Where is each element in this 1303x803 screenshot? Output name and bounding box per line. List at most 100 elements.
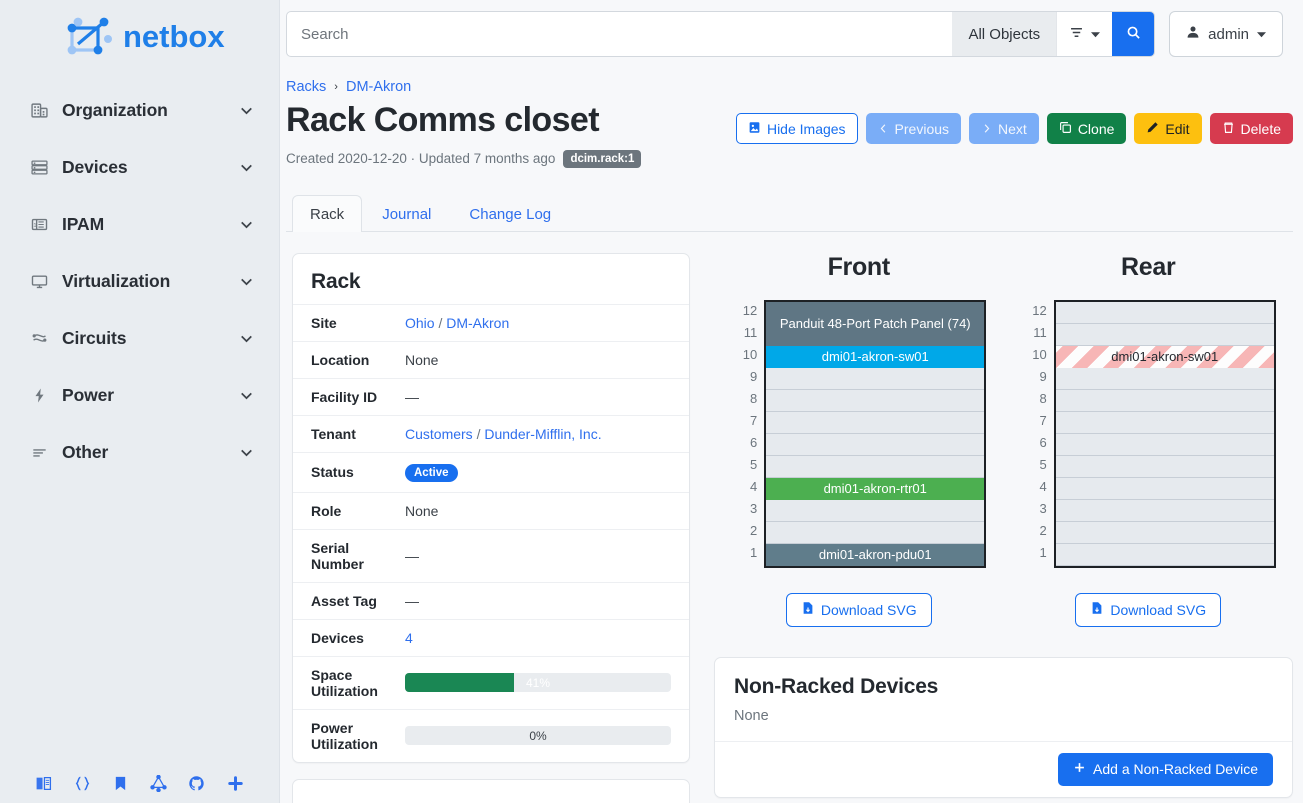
page-header: Rack Comms closet Created 2020-12-20 · U…	[286, 99, 1293, 168]
rack-device[interactable]: dmi01-akron-rtr01	[766, 477, 985, 500]
site-link[interactable]: DM-Akron	[446, 314, 510, 331]
rack-unit-slot[interactable]	[1055, 367, 1274, 390]
rack-unit-slot[interactable]	[766, 411, 985, 434]
tenant-group-link[interactable]: Customers	[405, 425, 473, 442]
rack-unit-slot[interactable]	[1055, 543, 1274, 566]
page-content: Racks › DM-Akron Rack Comms closet Creat…	[280, 79, 1303, 803]
virtualization-icon	[28, 272, 50, 292]
rear-elevation: Rear 12 11 10 9 8 7 6 5 4 3 2 1 dmi01-akron-sw01	[1004, 253, 1294, 627]
tab-bar: Rack Journal Change Log	[286, 194, 1293, 232]
rack-unit-slot[interactable]	[766, 521, 985, 544]
slack-icon[interactable]	[227, 775, 244, 792]
next-button[interactable]: Next	[969, 113, 1039, 144]
sidebar-item-devices[interactable]: Devices	[0, 139, 279, 196]
rack-unit-number: 2	[750, 523, 758, 538]
breadcrumb-item-dm-akron[interactable]: DM-Akron	[345, 79, 412, 95]
row-label: Asset Tag	[311, 592, 377, 609]
site-region-link[interactable]: Ohio	[405, 314, 435, 331]
user-menu-button[interactable]: admin	[1169, 11, 1283, 57]
user-name-label: admin	[1208, 25, 1249, 43]
chevron-down-icon[interactable]	[238, 444, 255, 461]
rack-unit-slot[interactable]	[1055, 477, 1274, 500]
chevron-down-icon[interactable]	[238, 102, 255, 119]
rack-unit-slot[interactable]	[1055, 411, 1274, 434]
front-elevation: Front 12 11 10 9 8 7 6 5 4 3 2 1 Panduit 48-Port Pa…	[714, 253, 1004, 627]
rack-unit-number: 5	[1039, 457, 1047, 472]
sidebar-item-other[interactable]: Other	[0, 424, 279, 481]
rack-unit-number: 1	[1039, 545, 1047, 560]
brand-logo[interactable]: netbox	[0, 0, 279, 76]
chevron-down-icon[interactable]	[238, 387, 255, 404]
device-count-link[interactable]: 4	[405, 629, 413, 646]
rack-device[interactable]: dmi01-akron-sw01	[766, 345, 985, 368]
rack-device[interactable]: Panduit 48-Port Patch Panel (74)	[766, 301, 985, 346]
rack-unit-number: 12	[1032, 303, 1047, 318]
chevron-down-icon[interactable]	[238, 216, 255, 233]
sidebar-item-power[interactable]: Power	[0, 367, 279, 424]
front-download-svg-button[interactable]: Download SVG	[785, 592, 932, 627]
rack-unit-slot[interactable]	[766, 499, 985, 522]
rack-unit-slot[interactable]	[766, 455, 985, 478]
row-value: 4	[405, 619, 689, 656]
search-submit-button[interactable]	[1112, 12, 1155, 56]
page-actions: Hide Images Previous Next	[735, 99, 1293, 144]
chevron-down-icon[interactable]	[238, 330, 255, 347]
previous-button[interactable]: Previous	[865, 113, 962, 144]
sidebar-item-label: IPAM	[62, 214, 105, 234]
row-label: Location	[311, 351, 370, 368]
tenant-link[interactable]: Dunder-Mifflin, Inc.	[484, 425, 602, 442]
sidebar-item-organization[interactable]: Organization	[0, 82, 279, 139]
rack-unit-slot[interactable]	[1055, 433, 1274, 456]
rack-unit-slot[interactable]	[1055, 521, 1274, 544]
rack-unit-slot[interactable]	[1055, 499, 1274, 522]
search-filter-button[interactable]	[1056, 12, 1113, 56]
edit-button[interactable]: Edit	[1134, 113, 1202, 144]
docs-book-icon[interactable]	[35, 775, 52, 792]
graphql-icon[interactable]	[150, 774, 167, 792]
front-elevation-title: Front	[827, 252, 891, 281]
row-label: Status	[311, 464, 354, 480]
rack-unit-slot[interactable]	[766, 367, 985, 390]
bookmark-icon[interactable]	[112, 775, 129, 792]
right-column: Front 12 11 10 9 8 7 6 5 4 3 2 1 Panduit 48-Port Pa…	[714, 253, 1293, 803]
rack-device[interactable]: dmi01-akron-pdu01	[766, 543, 985, 566]
tab-change-log[interactable]: Change Log	[469, 205, 552, 223]
rack-unit-slot[interactable]	[766, 389, 985, 412]
chevron-down-icon[interactable]	[238, 273, 255, 290]
sidebar-item-circuits[interactable]: Circuits	[0, 310, 279, 367]
search-input[interactable]	[287, 12, 953, 56]
row-label: Tenant	[311, 425, 356, 442]
add-non-racked-device-button[interactable]: Add a Non-Racked Device	[1058, 752, 1273, 786]
rack-device[interactable]: dmi01-akron-sw01	[1055, 345, 1274, 368]
breadcrumb: Racks › DM-Akron	[286, 79, 1293, 95]
chevron-down-icon[interactable]	[238, 159, 255, 176]
row-label: Facility ID	[311, 388, 378, 405]
rack-unit-slot[interactable]	[1055, 301, 1274, 324]
table-row: Space Utilization 41%	[293, 656, 689, 709]
tab-journal[interactable]: Journal	[382, 205, 432, 223]
space-utilization-label: 41%	[525, 675, 551, 690]
github-icon[interactable]	[188, 775, 205, 792]
sidebar-item-virtualization[interactable]: Virtualization	[0, 253, 279, 310]
non-racked-devices-footer: Add a Non-Racked Device	[715, 740, 1292, 797]
row-value: None	[405, 351, 439, 368]
previous-label: Previous	[894, 120, 950, 137]
api-braces-icon[interactable]	[74, 775, 91, 792]
tab-rack[interactable]: Rack	[292, 194, 363, 232]
rack-unit-slot[interactable]	[1055, 389, 1274, 412]
sidebar-item-ipam[interactable]: 1 IPAM	[0, 196, 279, 253]
rack-unit-slot[interactable]	[1055, 323, 1274, 346]
delete-button[interactable]: Delete	[1209, 113, 1293, 144]
rack-unit-slot[interactable]	[1055, 455, 1274, 478]
non-racked-devices-empty: None	[734, 707, 769, 724]
breadcrumb-item-racks[interactable]: Racks	[286, 79, 327, 95]
organization-icon	[28, 101, 50, 121]
rack-unit-slot[interactable]	[766, 433, 985, 456]
rack-unit-number: 4	[750, 479, 758, 494]
clone-button[interactable]: Clone	[1046, 113, 1127, 144]
hide-images-button[interactable]: Hide Images	[735, 113, 858, 144]
rack-unit-number: 4	[1039, 479, 1047, 494]
rear-download-svg-button[interactable]: Download SVG	[1075, 592, 1222, 627]
rack-elevations: Front 12 11 10 9 8 7 6 5 4 3 2 1 Panduit 48-Port Pa…	[714, 253, 1293, 627]
row-value: None	[405, 502, 439, 519]
